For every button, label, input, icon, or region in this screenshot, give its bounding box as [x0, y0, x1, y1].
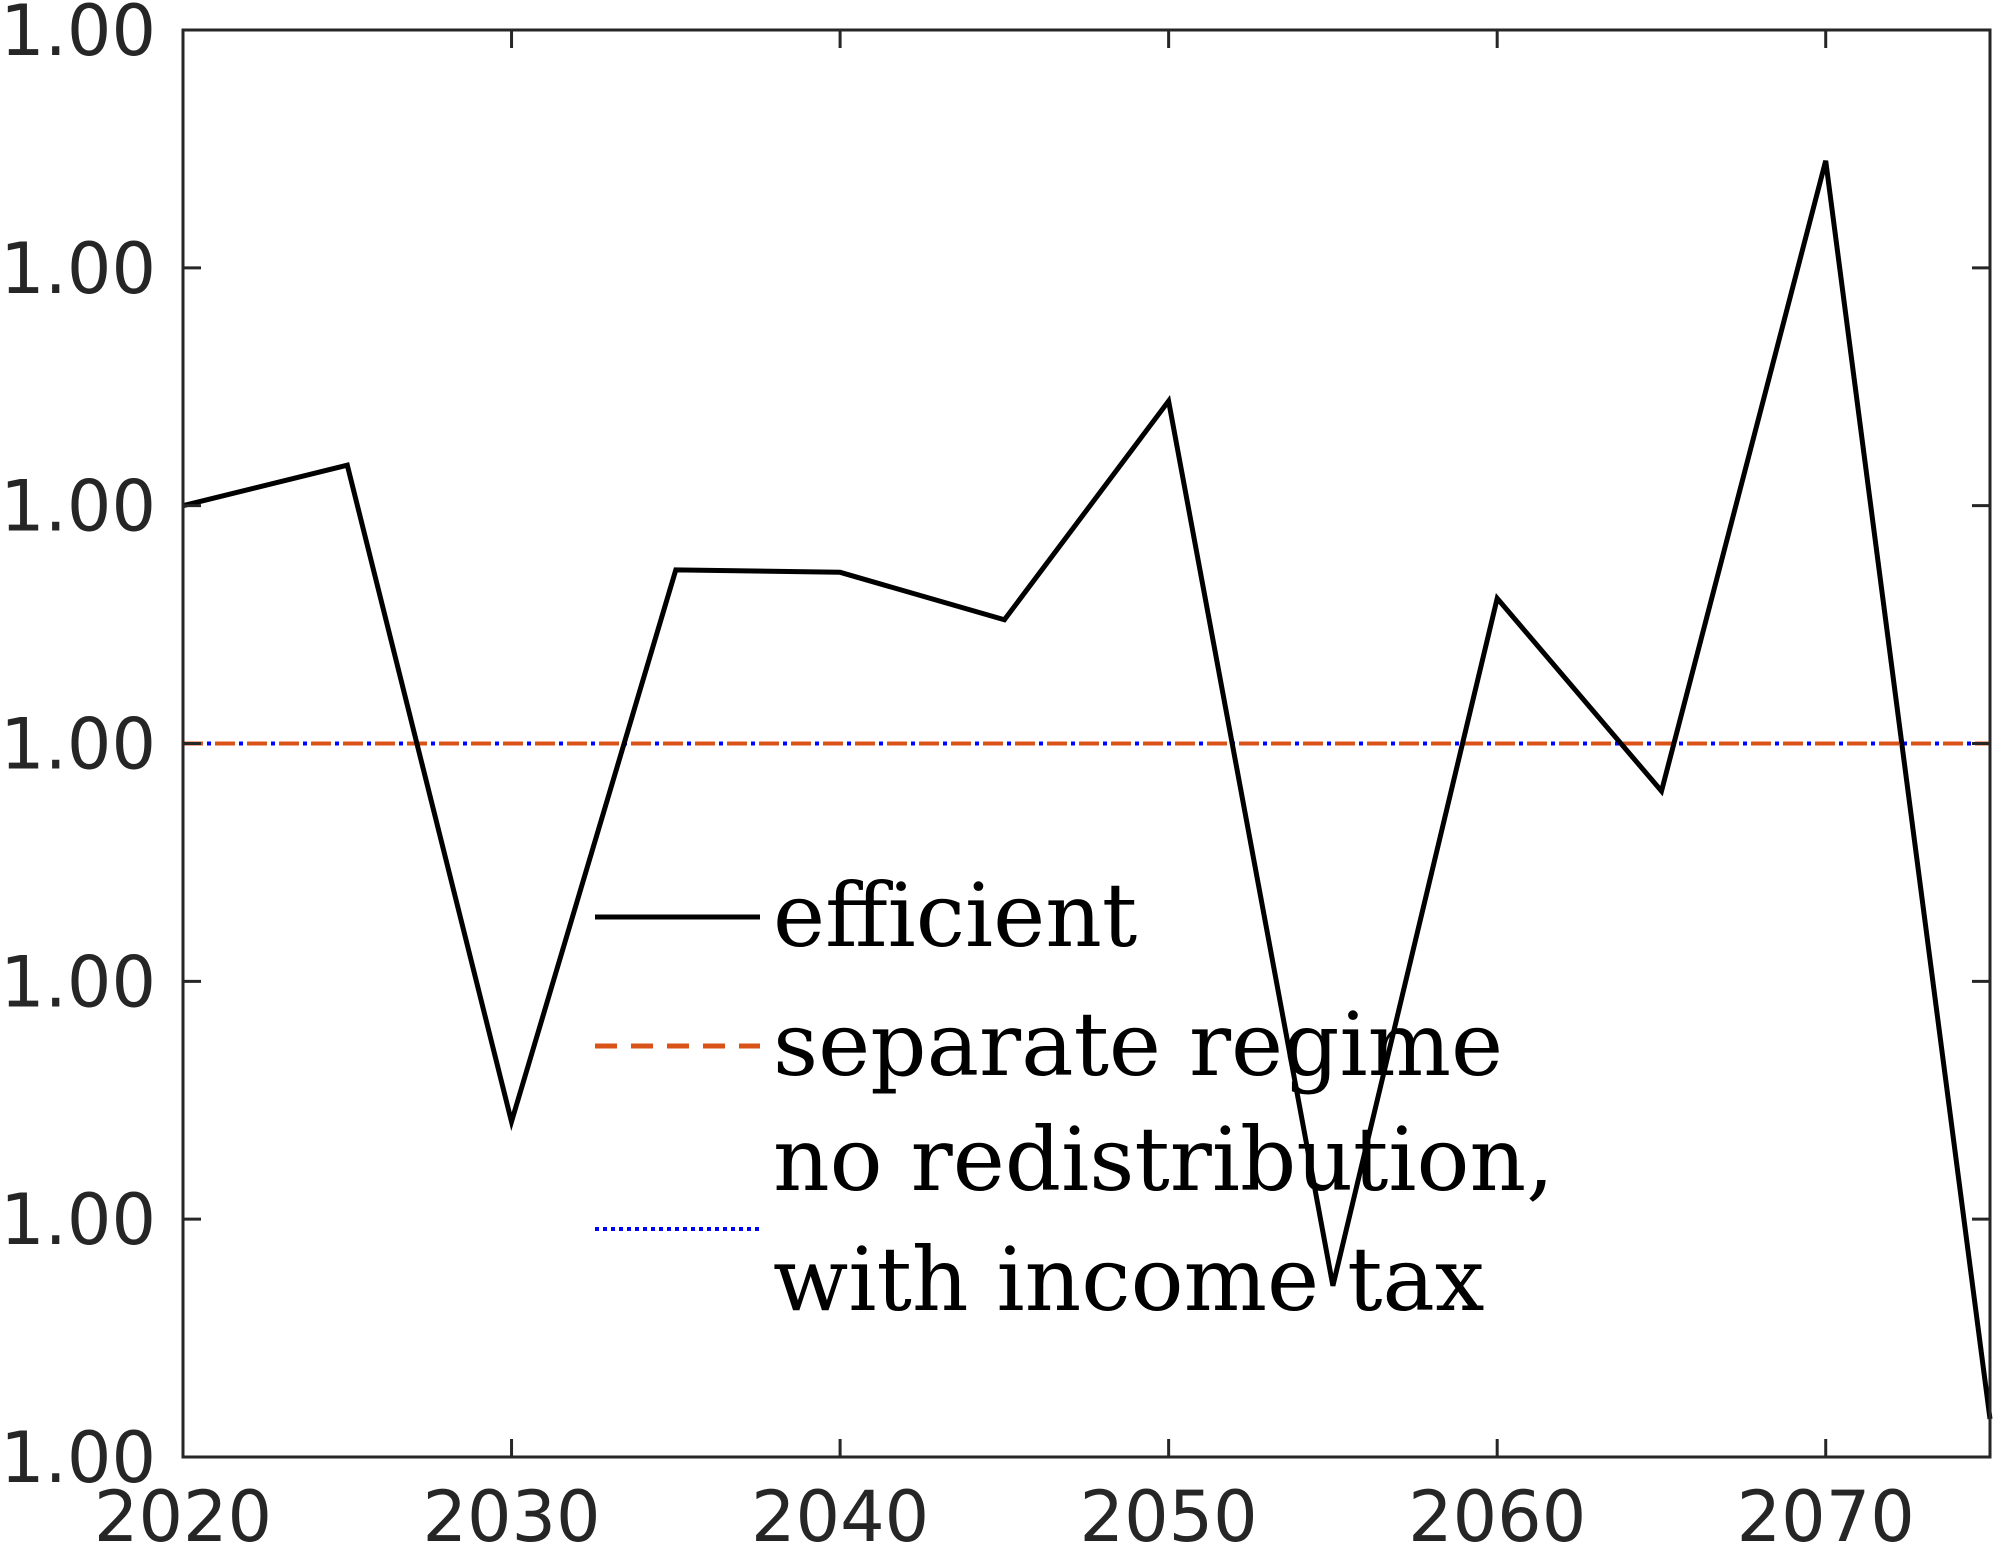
x-tick-label: 2060 [1408, 1476, 1586, 1554]
y-tick-label: 1.00 [0, 0, 156, 72]
x-tick-label: 2070 [1737, 1476, 1915, 1554]
y-tick-label: 1.00 [0, 704, 156, 786]
y-tick-label: 1.00 [0, 466, 156, 548]
legend-label-no-redistribution-line1: no redistribution, [773, 1108, 1554, 1211]
x-tick-label: 2030 [422, 1476, 600, 1554]
x-tick-label: 2050 [1080, 1476, 1258, 1554]
legend-label-no-redistribution-line2: with income tax [773, 1228, 1485, 1331]
legend-label-efficient: efficient [773, 864, 1137, 967]
series-layer [182, 160, 1993, 1420]
y-tick-label: 1.00 [0, 1179, 156, 1261]
y-tick-label: 1.00 [0, 228, 156, 310]
legend-label-separate-regime: separate regime [773, 993, 1503, 1096]
legend: efficient separate regime no redistribut… [595, 864, 1554, 1331]
x-tick-label: 2040 [751, 1476, 929, 1554]
series-line-0 [182, 160, 1993, 1420]
y-tick-label: 1.00 [0, 1417, 156, 1499]
x-tick-label: 2020 [94, 1476, 272, 1554]
y-tick-label: 1.00 [0, 941, 156, 1023]
